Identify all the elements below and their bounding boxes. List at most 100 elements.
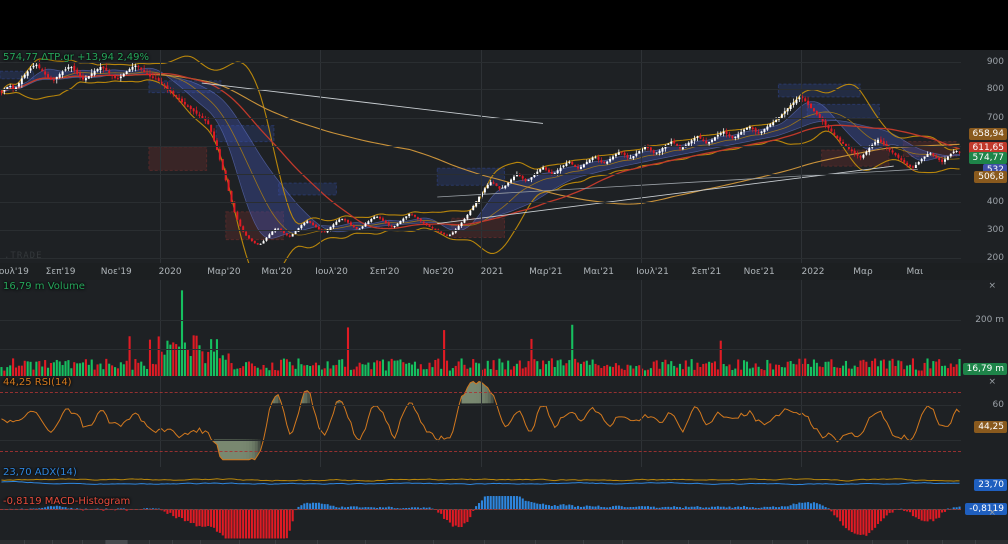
horizontal-gridline bbox=[0, 202, 961, 203]
date-label-3: 2020 bbox=[158, 267, 182, 277]
macd-signal-dash bbox=[0, 509, 961, 511]
price-badge-0[interactable]: 16,79 m bbox=[962, 363, 1007, 376]
price-badge-0[interactable]: 23,70 bbox=[974, 478, 1007, 491]
quote-header: 574,77 ΔΤΡ.gr +13,94 2,49% bbox=[3, 52, 149, 63]
top-strip bbox=[0, 0, 1008, 50]
vertical-gridline bbox=[320, 376, 321, 467]
vertical-gridline bbox=[641, 376, 642, 467]
volume-plot-area[interactable] bbox=[0, 280, 961, 376]
axis-label-2: 700 bbox=[986, 112, 1004, 123]
rsi-overbought-line bbox=[0, 392, 961, 394]
date-label-1: Σεπ'19 bbox=[45, 267, 76, 277]
quote-symbol: ΔΤΡ.gr bbox=[41, 52, 74, 63]
vertical-gridline bbox=[481, 376, 482, 467]
axis-label-1: 800 bbox=[986, 84, 1004, 95]
vertical-gridline bbox=[160, 376, 161, 467]
date-label-14: Νοε'21 bbox=[743, 267, 775, 277]
price-plot-area[interactable] bbox=[0, 50, 961, 263]
horizontal-gridline bbox=[0, 118, 961, 119]
price-badge-1[interactable]: 611,65 bbox=[968, 141, 1007, 154]
rsi-plot-area[interactable] bbox=[0, 376, 961, 467]
date-label-15: 2022 bbox=[801, 267, 825, 277]
macd-header: -0,8119 MACD-Histogram bbox=[3, 496, 131, 507]
macd-panel[interactable]: -0,8119 MACD-Histogram × -0,8119 bbox=[0, 496, 1008, 540]
price-badge-4[interactable]: 506,8 bbox=[974, 171, 1007, 184]
volume-header: 16,79 m Volume bbox=[3, 281, 85, 292]
horizontal-gridline bbox=[0, 349, 961, 350]
rsi-oversold-line bbox=[0, 450, 961, 452]
volume-close-icon[interactable]: × bbox=[988, 281, 996, 291]
price-badge-0[interactable]: 658,94 bbox=[968, 128, 1007, 141]
vertical-gridline bbox=[801, 280, 802, 376]
price-badge-0[interactable]: 44,25 bbox=[974, 421, 1007, 434]
horizontal-gridline bbox=[0, 89, 961, 90]
vertical-gridline bbox=[641, 280, 642, 376]
axis-label-0: 60 bbox=[992, 400, 1004, 411]
price-badge-2[interactable]: 574,77 bbox=[968, 151, 1007, 164]
price-panel[interactable]: 574,77 ΔΤΡ.gr +13,94 2,49% .TRADE 900 800… bbox=[0, 50, 1008, 263]
date-label-5: Μαι'20 bbox=[261, 267, 293, 277]
broker-watermark: .TRADE bbox=[4, 251, 43, 261]
horizontal-gridline bbox=[0, 230, 961, 231]
volume-axis[interactable]: 200 m 16,79 m bbox=[961, 280, 1008, 376]
vertical-gridline bbox=[481, 280, 482, 376]
vertical-gridline bbox=[801, 50, 802, 263]
rsi-line-svg bbox=[1, 380, 960, 461]
date-label-4: Μαρ'20 bbox=[207, 267, 241, 277]
adx-line-svg bbox=[1, 478, 960, 486]
date-label-2: Νοε'19 bbox=[100, 267, 132, 277]
volume-bars-svg bbox=[0, 290, 961, 376]
date-label-11: Μαι'21 bbox=[583, 267, 615, 277]
horizontal-gridline bbox=[0, 320, 961, 321]
axis-label-0: 900 bbox=[986, 56, 1004, 67]
date-label-16: Μαρ bbox=[853, 267, 873, 277]
macd-axis[interactable]: -0,8119 bbox=[961, 496, 1008, 540]
date-label-9: 2021 bbox=[480, 267, 504, 277]
vertical-gridline bbox=[160, 50, 161, 263]
horizontal-gridline bbox=[0, 258, 961, 259]
date-axis: Ιουλ'19 Σεπ'19 Νοε'19 2020 Μαρ'20 Μαι'20 Ιουλ'… bbox=[0, 263, 961, 280]
macd-plot-area[interactable] bbox=[0, 496, 961, 540]
macd-close-icon[interactable]: × bbox=[988, 508, 996, 518]
quote-last: 574,77 bbox=[3, 52, 38, 63]
date-label-7: Σεπ'20 bbox=[369, 267, 400, 277]
vertical-gridline bbox=[801, 376, 802, 467]
adx-axis[interactable]: 23,70 bbox=[961, 467, 1008, 496]
axis-label-4: 300 bbox=[986, 224, 1004, 235]
rsi-close-icon[interactable]: × bbox=[988, 377, 996, 387]
quote-change-pct: 2,49% bbox=[117, 52, 149, 63]
horizontal-gridline bbox=[0, 174, 961, 175]
vertical-gridline bbox=[481, 50, 482, 263]
adx-plot-area[interactable] bbox=[0, 467, 961, 496]
rsi-axis[interactable]: 60 44,25 bbox=[961, 376, 1008, 467]
macd-histogram-svg bbox=[0, 496, 961, 539]
date-label-6: Ιουλ'20 bbox=[315, 267, 348, 277]
horizontal-gridline bbox=[0, 62, 961, 63]
date-label-0: Ιουλ'19 bbox=[0, 267, 29, 277]
price-series-svg bbox=[0, 55, 961, 263]
date-label-13: Σεπ'21 bbox=[691, 267, 722, 277]
horizontal-gridline bbox=[0, 440, 961, 441]
adx-panel[interactable]: 23,70 ADX(14) 23,70 bbox=[0, 467, 1008, 496]
axis-label-0: 200 m bbox=[975, 315, 1004, 326]
date-label-17: Μαι bbox=[906, 267, 924, 277]
horizontal-gridline bbox=[0, 405, 961, 406]
vertical-gridline bbox=[320, 50, 321, 263]
chart-stack: 574,77 ΔΤΡ.gr +13,94 2,49% .TRADE 900 800… bbox=[0, 50, 1008, 540]
adx-header: 23,70 ADX(14) bbox=[3, 467, 77, 478]
rsi-panel[interactable]: 44,25 RSI(14) × 60 44,25 bbox=[0, 376, 1008, 467]
horizontal-gridline bbox=[0, 146, 961, 147]
date-label-12: Ιουλ'21 bbox=[636, 267, 669, 277]
date-label-10: Μαρ'21 bbox=[529, 267, 563, 277]
vertical-gridline bbox=[160, 280, 161, 376]
quote-change: +13,94 bbox=[77, 52, 115, 63]
volume-panel[interactable]: 16,79 m Volume × 200 m 16,79 m bbox=[0, 280, 1008, 376]
axis-label-5: 200 bbox=[986, 253, 1004, 263]
price-badge-0[interactable]: -0,8119 bbox=[965, 503, 1007, 516]
date-label-8: Νοε'20 bbox=[422, 267, 454, 277]
price-axis[interactable]: 900 800 700 400 300 200 658,94 611,65 574,77 532 5… bbox=[961, 50, 1008, 263]
vertical-gridline bbox=[641, 50, 642, 263]
rsi-header: 44,25 RSI(14) bbox=[3, 377, 72, 388]
vertical-gridline bbox=[320, 280, 321, 376]
